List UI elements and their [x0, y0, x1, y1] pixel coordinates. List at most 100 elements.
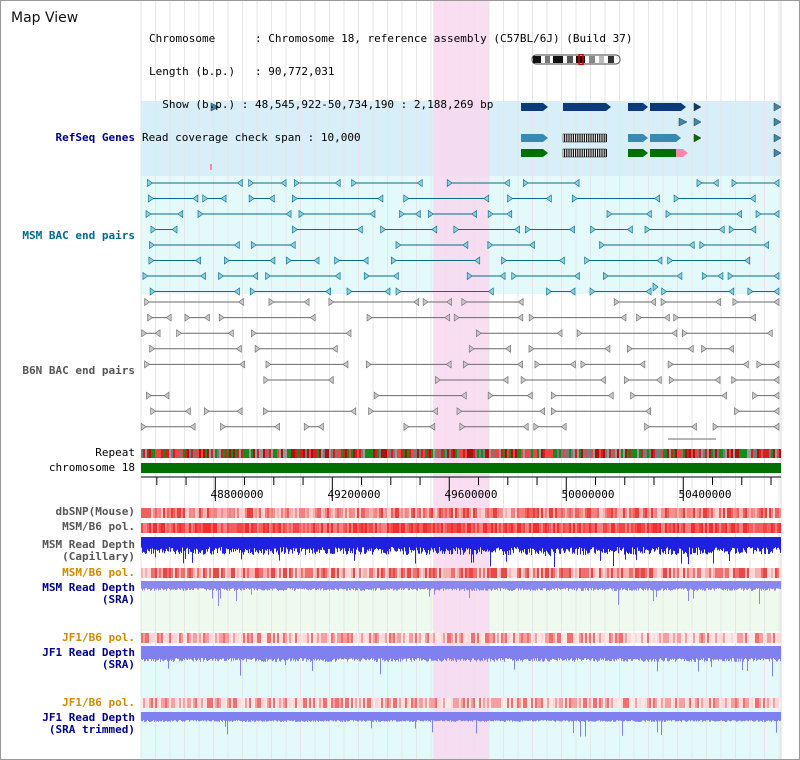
- b6n-bac-pairs[interactable]: [140, 297, 780, 440]
- polymorphism-cell: [665, 698, 667, 708]
- read-depth-bar: [594, 712, 595, 722]
- read-depth-bar: [446, 537, 447, 549]
- read-depth-bar: [679, 712, 680, 721]
- read-depth-bar: [191, 712, 192, 721]
- read-depth-bar: [581, 537, 582, 548]
- polymorphism-cell: [343, 633, 345, 643]
- read-depth-bar: [303, 646, 304, 661]
- read-depth-bar: [655, 712, 656, 721]
- polymorphism-cell: [627, 633, 629, 643]
- polymorphism-cell: [717, 508, 719, 518]
- bac-end-marker: [756, 360, 763, 369]
- polymorphism-cell: [235, 633, 237, 643]
- polymorphism-cell: [705, 523, 707, 533]
- polymorphism-cell: [141, 633, 143, 643]
- gene-arrowhead: [681, 103, 686, 111]
- polymorphism-cell: [163, 633, 165, 643]
- read-depth-bar: [716, 646, 717, 660]
- read-depth-bar: [154, 646, 155, 660]
- repeat-segment: [705, 449, 707, 458]
- polymorphism-cell: [679, 698, 681, 708]
- bac-end-marker: [580, 360, 587, 369]
- read-depth-bar: [644, 537, 645, 554]
- repeat-segment: [637, 449, 639, 458]
- polymorphism-cell: [483, 568, 485, 578]
- polymorphism-cell: [457, 508, 459, 518]
- bac-end-marker: [165, 313, 172, 322]
- polymorphism-cell: [371, 568, 373, 578]
- read-depth-bar: [349, 712, 350, 721]
- read-depth-bar: [675, 712, 676, 722]
- repeat-segment: [425, 449, 427, 458]
- read-depth-bar: [328, 581, 329, 590]
- read-depth-bar: [279, 712, 280, 721]
- polymorphism-cell: [595, 523, 597, 533]
- repeat-segment: [465, 449, 467, 458]
- bac-end-marker: [526, 391, 533, 400]
- read-depth-bar: [240, 537, 241, 551]
- repeat-segment: [775, 449, 777, 458]
- read-depth-bar: [245, 646, 246, 659]
- polymorphism-cell: [303, 633, 305, 643]
- read-depth-bar: [267, 537, 268, 550]
- polymorphism-cell: [545, 568, 547, 578]
- read-depth-bar: [759, 646, 760, 660]
- polymorphism-cell: [625, 698, 627, 708]
- read-depth-bar: [233, 646, 234, 661]
- polymorphism-cell: [699, 568, 701, 578]
- read-depth-bar: [431, 537, 432, 548]
- read-depth-bar: [761, 581, 762, 591]
- polymorphism-cell: [349, 633, 351, 643]
- polymorphism-cell: [193, 523, 195, 533]
- read-depth-bar: [396, 712, 397, 722]
- gene-exon: [572, 149, 574, 157]
- read-depth-bar: [157, 646, 158, 661]
- polymorphism-cell: [545, 698, 547, 708]
- read-depth-bar: [304, 646, 305, 659]
- read-depth-bar: [714, 712, 715, 722]
- msm-bac-pairs[interactable]: [142, 178, 780, 296]
- read-depth-bar: [214, 581, 215, 589]
- read-depth-bar: [255, 646, 256, 662]
- read-depth-bar: [365, 646, 366, 661]
- bac-end-marker: [655, 375, 662, 385]
- repeat-segment: [169, 449, 171, 458]
- polymorphism-cell: [667, 568, 669, 578]
- polymorphism-cell: [249, 508, 251, 518]
- read-depth-bar: [701, 581, 702, 589]
- read-depth-bar: [653, 581, 654, 601]
- repeat-segment: [165, 449, 167, 458]
- bac-end-marker: [604, 344, 611, 353]
- read-depth-bar: [436, 646, 437, 661]
- read-depth-bar: [487, 646, 488, 662]
- read-depth-bar: [402, 646, 403, 661]
- bac-end-marker: [460, 391, 467, 400]
- polymorphism-cell: [639, 508, 641, 518]
- polymorphism-cell: [509, 523, 511, 533]
- read-depth-bar: [350, 646, 351, 659]
- repeat-segment: [509, 449, 511, 458]
- polymorphism-cell: [621, 508, 623, 518]
- read-depth-bar: [144, 537, 145, 553]
- read-depth-bar: [652, 581, 653, 591]
- refseq-gene-glyphs[interactable]: [210, 102, 782, 170]
- read-depth-bar: [556, 712, 557, 721]
- read-depth-bar: [603, 712, 604, 721]
- repeat-segment: [445, 449, 447, 458]
- read-depth-bar: [178, 581, 179, 589]
- bac-end-marker: [248, 194, 255, 203]
- polymorphism-cell: [521, 523, 523, 533]
- polymorphism-cell: [285, 633, 287, 643]
- read-depth-bar: [161, 581, 162, 589]
- read-depth-bar: [313, 646, 314, 660]
- read-depth-bar: [552, 537, 553, 550]
- read-depth-bar: [772, 581, 773, 590]
- read-depth-bar: [641, 712, 642, 722]
- read-depth-bar: [518, 581, 519, 591]
- read-depth-bar: [602, 712, 603, 722]
- read-depth-bar: [414, 537, 415, 551]
- polymorphism-cell: [395, 568, 397, 578]
- repeat-segment: [443, 449, 445, 458]
- read-depth-bar: [740, 537, 741, 553]
- polymorphism-cell: [633, 698, 635, 708]
